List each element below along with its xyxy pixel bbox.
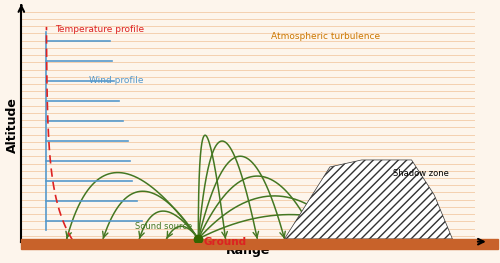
Text: Ground: Ground [204,237,247,247]
Polygon shape [284,160,452,239]
Text: Wind profile: Wind profile [90,76,144,85]
Bar [22,239,498,249]
Text: Atmospheric turbulence: Atmospheric turbulence [271,32,380,41]
X-axis label: Range: Range [226,244,270,257]
Y-axis label: Altitude: Altitude [6,97,18,153]
Text: Shadow zone: Shadow zone [394,169,450,178]
Text: Temperature profile: Temperature profile [56,24,144,34]
Text: Sound source: Sound source [135,222,192,231]
